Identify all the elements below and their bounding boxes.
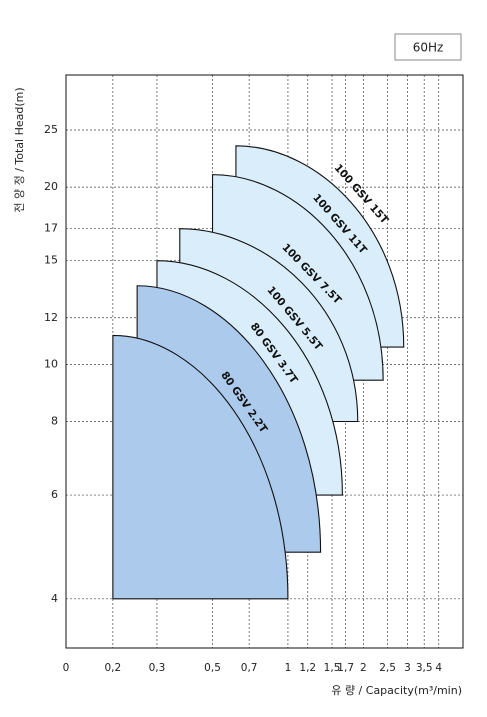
x-tick-label: 1,5 [324, 662, 341, 674]
x-tick-label: 0 [63, 662, 70, 674]
y-tick-label: 25 [44, 123, 58, 136]
x-tick-label: 0,7 [241, 662, 258, 674]
x-tick-label: 2 [360, 662, 367, 674]
plot-border [65, 74, 464, 649]
x-tick-label: 4 [435, 662, 442, 674]
x-tick-label: 1,7 [337, 662, 354, 674]
y-tick-label: 12 [44, 311, 58, 324]
x-tick-label: 0,2 [105, 662, 122, 674]
y-tick-label: 17 [44, 222, 58, 235]
y-tick-label: 20 [44, 180, 58, 193]
x-tick-label: 0,3 [149, 662, 166, 674]
y-tick-label: 8 [51, 414, 58, 427]
y-axis-title: 전 양 정 / Total Head(m) [13, 87, 26, 212]
x-tick-label: 3 [404, 662, 411, 674]
y-tick-label: 6 [51, 488, 58, 501]
x-tick-label: 3,5 [416, 662, 433, 674]
x-tick-label: 1 [285, 662, 292, 674]
pump-region [112, 334, 289, 600]
badge-box [394, 33, 462, 61]
x-tick-label: 0,5 [204, 662, 221, 674]
x-tick-label: 2,5 [379, 662, 396, 674]
badge: 60Hz [413, 41, 444, 55]
y-tick-label: 4 [51, 592, 58, 605]
y-tick-label: 15 [44, 254, 58, 267]
x-axis-title: 유 량 / Capacity(m³/min) [331, 684, 462, 697]
y-tick-label: 10 [44, 357, 58, 370]
x-tick-label: 1,2 [299, 662, 316, 674]
